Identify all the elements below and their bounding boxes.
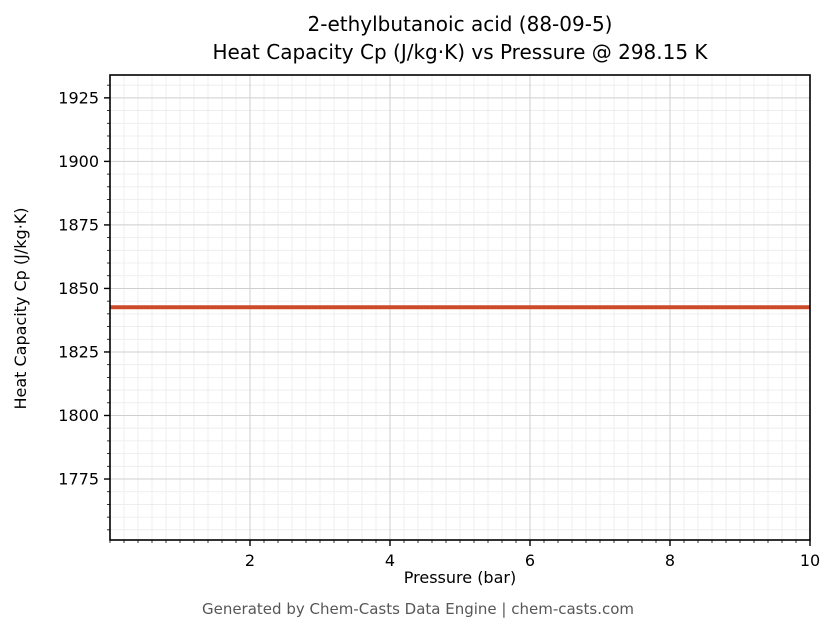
- svg-text:10: 10: [800, 551, 820, 570]
- svg-text:6: 6: [525, 551, 535, 570]
- chart-title-line1: 2-ethylbutanoic acid (88-09-5): [307, 12, 613, 36]
- svg-text:1850: 1850: [58, 279, 99, 298]
- chart-title: 2-ethylbutanoic acid (88-09-5) Heat Capa…: [110, 10, 810, 66]
- tick-marks: [104, 84, 811, 546]
- svg-text:1800: 1800: [58, 406, 99, 425]
- svg-text:8: 8: [665, 551, 675, 570]
- y-axis-label: Heat Capacity Cp (J/kg·K): [11, 207, 30, 410]
- chart-title-line2: Heat Capacity Cp (J/kg·K) vs Pressure @ …: [212, 40, 708, 64]
- svg-text:1925: 1925: [58, 88, 99, 107]
- svg-text:1900: 1900: [58, 152, 99, 171]
- footer-credit: Generated by Chem-Casts Data Engine | ch…: [201, 600, 635, 618]
- tick-labels: 2 4 6 8 10 1775 1800 1825 1850 1875 1900 1925: [58, 88, 820, 570]
- svg-text:1875: 1875: [58, 215, 99, 234]
- svg-text:4: 4: [385, 551, 395, 570]
- svg-text:1775: 1775: [58, 470, 99, 489]
- x-axis-label: Pressure (bar): [403, 568, 517, 587]
- svg-text:1825: 1825: [58, 342, 99, 361]
- svg-text:2: 2: [245, 551, 255, 570]
